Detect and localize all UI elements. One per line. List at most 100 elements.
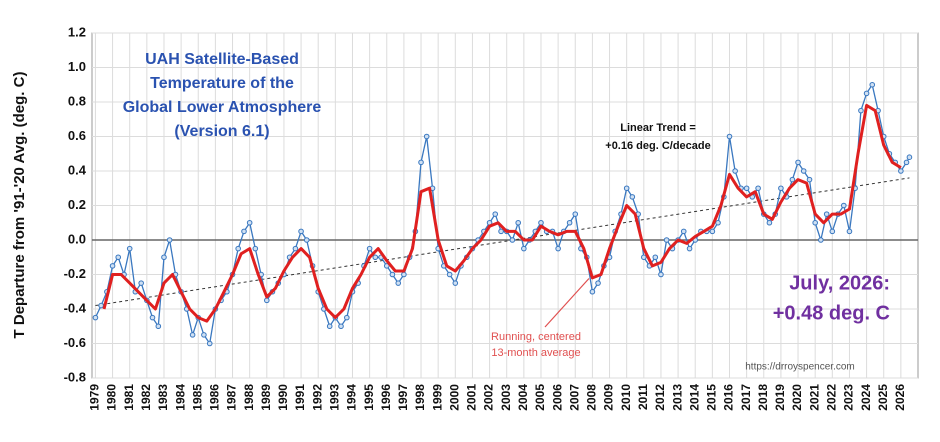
x-tick-label: 1988 [242, 384, 256, 411]
x-tick-label: 1993 [328, 384, 342, 411]
monthly-point [298, 228, 304, 235]
monthly-point [906, 154, 913, 160]
x-tick-label: 1991 [293, 384, 307, 411]
monthly-point [149, 314, 156, 321]
monthly-point [366, 245, 373, 252]
x-tick-label: 2003 [499, 384, 513, 411]
monthly-point [206, 340, 213, 347]
y-tick-label: -0.6 [64, 335, 86, 350]
monthly-point [755, 185, 761, 192]
x-tick-label: 2011 [636, 384, 650, 410]
x-tick-label: 1994 [345, 384, 359, 411]
monthly-point [840, 202, 847, 209]
monthly-point [818, 237, 824, 243]
trend-label: Linear Trend = [620, 122, 696, 134]
monthly-point [629, 194, 636, 200]
monthly-point [903, 159, 910, 166]
monthly-point [663, 237, 670, 243]
average-label: Running, centered [491, 331, 581, 343]
x-tick-label: 2014 [687, 384, 701, 411]
x-tick-label: 2000 [447, 384, 461, 411]
monthly-point [709, 228, 716, 235]
monthly-point [252, 245, 259, 252]
monthly-point [292, 245, 299, 252]
x-tick-label: 1990 [276, 384, 290, 411]
monthly-point [812, 219, 818, 226]
x-tick-label: 2004 [516, 384, 530, 411]
x-tick-label: 2025 [876, 384, 890, 411]
x-tick-label: 2020 [790, 384, 804, 411]
monthly-point [389, 271, 396, 278]
x-tick-label: 1980 [105, 384, 119, 411]
monthly-point [858, 107, 864, 114]
monthly-point [658, 271, 664, 278]
monthly-point [92, 314, 99, 321]
x-tick-label: 2007 [567, 384, 581, 411]
x-tick-label: 2016 [722, 384, 736, 411]
monthly-point [566, 219, 573, 226]
monthly-point [161, 254, 167, 261]
x-tick-label: 1992 [310, 384, 324, 411]
monthly-point [372, 254, 379, 261]
y-tick-label: -0.8 [64, 369, 86, 384]
source-label: https://drroyspencer.com [745, 362, 855, 373]
x-tick-label: 1987 [225, 384, 239, 411]
average-label: 13-month average [491, 347, 580, 359]
monthly-point [423, 133, 430, 140]
title-line: Global Lower Atmosphere [123, 99, 322, 116]
x-tick-label: 1998 [413, 384, 427, 411]
monthly-point [98, 302, 104, 309]
y-tick-label: 1.2 [68, 24, 86, 39]
monthly-point [555, 245, 561, 252]
monthly-point [246, 219, 253, 226]
trend-line [95, 177, 910, 307]
monthly-point [241, 228, 247, 235]
x-tick-label: 1986 [208, 384, 222, 411]
x-tick-label: 1981 [122, 384, 136, 411]
x-tick-label: 2005 [533, 384, 547, 411]
x-tick-label: 2010 [619, 384, 633, 411]
x-tick-label: 2008 [585, 384, 599, 411]
title-line: Temperature of the [150, 75, 294, 92]
x-tick-label: 2026 [893, 384, 907, 411]
monthly-point [201, 332, 207, 338]
monthly-point [806, 176, 813, 183]
monthly-point [823, 211, 830, 217]
monthly-point [303, 237, 310, 243]
x-tick-label: 2002 [482, 384, 496, 411]
x-tick-label: 2006 [550, 384, 564, 411]
monthly-point [235, 245, 241, 252]
monthly-point [338, 323, 344, 330]
average-arrow [544, 278, 590, 328]
monthly-point [166, 237, 173, 243]
y-axis-label: T Departure from '91-'20 Avg. (deg. C) [11, 72, 28, 339]
y-tick-label: 0.2 [68, 197, 86, 212]
x-tick-label: 2013 [670, 384, 684, 411]
monthly-point [326, 323, 333, 330]
monthly-point [538, 219, 544, 226]
monthly-point [789, 176, 796, 183]
monthly-point [155, 323, 162, 330]
monthly-point [652, 254, 659, 261]
monthly-point [401, 271, 407, 278]
y-tick-label: 0.6 [68, 128, 86, 143]
monthly-point [109, 263, 116, 269]
title-line: (Version 6.1) [174, 123, 269, 140]
x-tick-label: 1996 [379, 384, 393, 411]
monthly-point [846, 228, 853, 235]
x-tick-label: 1985 [190, 384, 204, 411]
monthly-point [800, 168, 807, 174]
monthly-point [686, 245, 693, 252]
x-tick-label: 1995 [362, 384, 376, 411]
monthly-point [778, 185, 784, 192]
x-tick-label: 2012 [653, 384, 667, 411]
monthly-point [766, 219, 773, 226]
monthly-point [492, 211, 499, 217]
y-tick-label: -0.2 [64, 266, 86, 281]
monthly-point [515, 219, 521, 226]
x-tick-label: 2015 [705, 384, 719, 411]
y-tick-label: 0.4 [68, 162, 87, 177]
x-tick-label: 1999 [430, 384, 444, 411]
monthly-point [572, 211, 579, 217]
